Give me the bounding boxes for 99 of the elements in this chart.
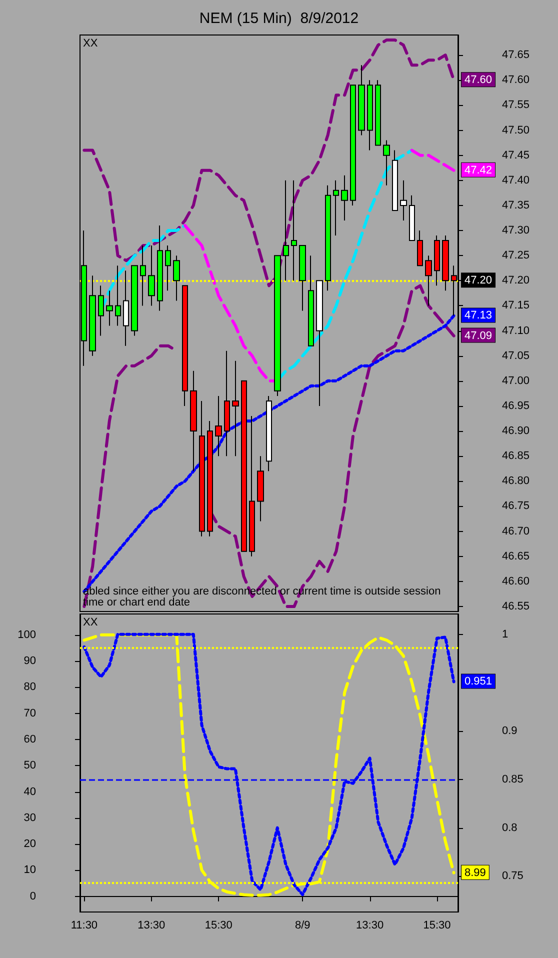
y-tick-label: 47.35 — [502, 199, 530, 212]
y-tick-label: 100 — [18, 628, 36, 641]
y-tick-label: 90 — [24, 655, 36, 668]
y2-tick-label: 0.75 — [502, 870, 524, 882]
y-tick-label: 47.60 — [502, 74, 530, 86]
candlestick — [249, 416, 255, 557]
candlestick — [434, 235, 440, 286]
x-tick-label: 15:30 — [204, 920, 232, 932]
y-tick-label: 46.70 — [502, 525, 530, 538]
y-tick-label: 47.20 — [502, 274, 530, 287]
candlestick — [232, 360, 239, 457]
data-label: 47.13 — [464, 310, 492, 322]
candlestick — [283, 180, 289, 282]
data-label: 0.951 — [464, 676, 492, 688]
candlestick — [383, 140, 390, 186]
candlestick — [341, 174, 348, 221]
y-tick-label: 10 — [24, 864, 36, 876]
y2-tick-label: 0.9 — [502, 725, 518, 738]
candlestick — [257, 456, 264, 522]
candlestick — [199, 400, 205, 537]
candlestick — [148, 245, 155, 306]
y-tick-label: 47.50 — [502, 124, 530, 136]
candlestick — [409, 194, 415, 242]
y-tick-label: 46.90 — [502, 425, 530, 438]
candlestick — [392, 150, 398, 211]
data-label: 47.09 — [464, 330, 492, 342]
data-label: 47.42 — [464, 164, 492, 176]
y-tick-label: 46.85 — [502, 450, 530, 462]
data-label: 8.99 — [464, 866, 486, 879]
x-tick-label: 13:30 — [138, 920, 166, 932]
x-tick-label: 15:30 — [423, 920, 451, 932]
candlestick — [190, 370, 197, 472]
candlestick — [131, 265, 138, 336]
candlestick — [316, 280, 323, 406]
candlestick — [400, 180, 407, 221]
candlestick — [173, 255, 180, 302]
candlestick — [98, 285, 104, 336]
candlestick — [115, 265, 121, 326]
candlestick — [266, 395, 272, 472]
candlestick — [241, 380, 247, 552]
line-series — [82, 38, 456, 288]
y-tick-label: 70 — [24, 707, 36, 720]
candlestick — [417, 230, 423, 266]
candlestick — [367, 80, 373, 151]
chart-title: NEM (15 Min) 8/9/2012 — [199, 10, 359, 27]
y-tick-label: 60 — [24, 733, 36, 746]
candlestick — [375, 80, 381, 146]
candlestick — [123, 270, 129, 346]
candlestick — [157, 225, 163, 312]
y-tick-label: 46.75 — [502, 500, 530, 512]
y-tick-label: 20 — [24, 838, 36, 850]
candlestick — [425, 255, 432, 306]
y-tick-label: 47.40 — [502, 174, 530, 186]
y-tick-label: 46.65 — [502, 550, 530, 562]
annotation: XX — [83, 38, 98, 50]
y-tick-label: 47.30 — [502, 224, 530, 237]
y2-tick-label: 1 — [502, 628, 508, 640]
y-tick-label: 46.60 — [502, 575, 530, 588]
candlestick — [442, 235, 449, 292]
candlestick — [165, 245, 171, 292]
ref-line-label: 47.20 — [464, 274, 492, 287]
y-tick-label: 50 — [24, 760, 36, 772]
y2-tick-label: 0.8 — [502, 822, 518, 834]
candlestick — [140, 245, 146, 306]
candlestick — [291, 180, 297, 282]
candlestick — [89, 275, 96, 356]
y-tick-label: 30 — [24, 812, 36, 824]
y-tick-label: 46.80 — [502, 475, 530, 488]
y-tick-label: 40 — [24, 786, 36, 798]
y-tick-label: 47.65 — [502, 49, 530, 62]
candlestick — [308, 255, 314, 346]
annotation: XX — [83, 616, 98, 628]
y-tick-label: 47.00 — [502, 374, 530, 387]
y-tick-label: 47.15 — [502, 300, 530, 312]
x-tick-label: 8/9 — [294, 920, 310, 932]
y-tick-label: 0 — [30, 890, 36, 902]
candlestick — [274, 255, 281, 396]
y-tick-label: 47.05 — [502, 350, 530, 362]
candlestick — [333, 180, 339, 236]
candlestick — [325, 184, 331, 292]
y-tick-label: 47.45 — [502, 149, 530, 162]
y2-tick-label: 0.85 — [502, 773, 524, 786]
candlestick — [224, 350, 230, 457]
y-tick-label: 80 — [24, 681, 36, 694]
x-tick-label: 13:30 — [356, 920, 384, 932]
candlestick — [182, 285, 188, 406]
candlestick — [215, 395, 222, 457]
y-tick-label: 46.95 — [502, 400, 530, 412]
x-tick-label: 11:30 — [70, 920, 98, 932]
y-tick-label: 47.55 — [502, 99, 530, 112]
y-tick-label: 47.10 — [502, 324, 530, 337]
candlestick — [299, 245, 306, 312]
candlestick — [106, 290, 113, 326]
y-tick-label: 47.25 — [502, 250, 530, 262]
candlestick — [358, 64, 365, 136]
candlestick — [350, 84, 356, 206]
candlestick — [207, 420, 213, 537]
data-label: 47.60 — [464, 74, 492, 86]
y-tick-label: 46.55 — [502, 600, 530, 612]
